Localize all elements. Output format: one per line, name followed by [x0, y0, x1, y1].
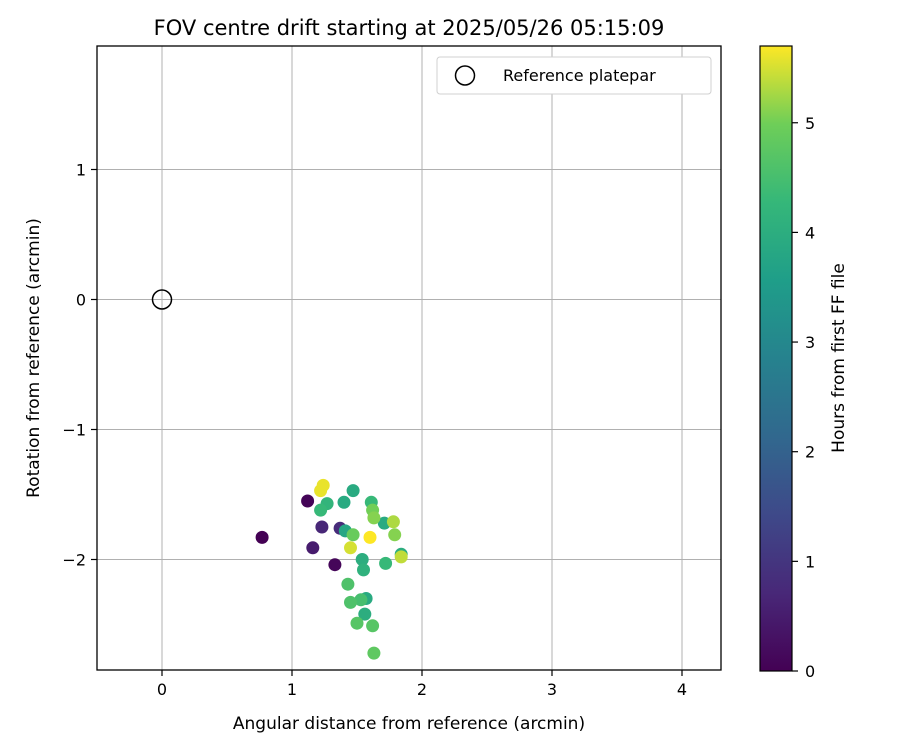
colorbar-tick-label: 3	[805, 333, 815, 352]
grid	[97, 46, 721, 670]
colorbar-tick-label: 5	[805, 114, 815, 133]
data-point	[301, 494, 315, 508]
data-point	[386, 515, 400, 529]
plot-frame	[96, 45, 722, 671]
data-point	[337, 495, 351, 509]
legend-box	[436, 56, 712, 95]
data-point	[350, 616, 364, 630]
x-tick-label: 1	[287, 680, 297, 699]
reference-marker	[151, 289, 173, 310]
y-axis-ticks: −2 −1 0 1	[62, 161, 97, 570]
data-point	[363, 530, 377, 544]
data-point	[344, 595, 357, 609]
data-point	[357, 563, 370, 577]
data-point	[358, 607, 372, 621]
colorbar-tick-label: 2	[805, 443, 815, 462]
colorbar-tick-label: 0	[805, 662, 815, 681]
x-tick-label: 3	[547, 680, 557, 699]
data-point	[344, 541, 357, 555]
x-axis-label: Angular distance from reference (arcmin)	[233, 714, 585, 734]
reference-platepar-marker	[151, 289, 173, 310]
colorbar-tick-label: 4	[805, 223, 815, 242]
data-point	[316, 478, 330, 492]
y-tick-label: −1	[62, 421, 86, 440]
colorbar-gradient	[759, 45, 793, 672]
y-tick-label: 1	[76, 161, 86, 180]
data-point	[366, 619, 380, 633]
data-point	[388, 528, 402, 542]
data-point	[346, 484, 360, 498]
data-point	[306, 541, 320, 555]
data-point	[394, 550, 408, 564]
data-point	[354, 593, 368, 607]
y-tick-label: −2	[62, 551, 86, 570]
data-point	[341, 577, 355, 591]
data-point	[315, 520, 329, 534]
data-point	[328, 558, 342, 572]
x-tick-label: 2	[417, 680, 427, 699]
legend-marker	[454, 65, 476, 86]
colorbar: 0 1 2 3 4 5 Hours from first FF file	[759, 45, 849, 681]
legend-label: Reference platepar	[503, 66, 656, 85]
x-tick-label: 0	[157, 680, 167, 699]
data-point	[367, 511, 381, 525]
chart-title: FOV centre drift starting at 2025/05/26 …	[154, 16, 665, 40]
data-point	[346, 528, 360, 542]
data-point	[255, 530, 269, 544]
x-tick-label: 4	[677, 680, 687, 699]
colorbar-tick-label: 1	[805, 552, 815, 571]
y-tick-label: 0	[76, 291, 86, 310]
colorbar-ticks: 0 1 2 3 4 5	[792, 114, 815, 681]
x-axis-ticks: 0 1 2 3 4	[157, 670, 687, 699]
data-point	[314, 503, 328, 517]
data-point	[379, 556, 393, 570]
legend: Reference platepar	[436, 56, 712, 95]
colorbar-label: Hours from first FF file	[829, 263, 849, 453]
data-points	[255, 478, 408, 660]
y-axis-label: Rotation from reference (arcmin)	[24, 218, 44, 498]
data-point	[355, 553, 369, 566]
data-point	[367, 646, 381, 660]
